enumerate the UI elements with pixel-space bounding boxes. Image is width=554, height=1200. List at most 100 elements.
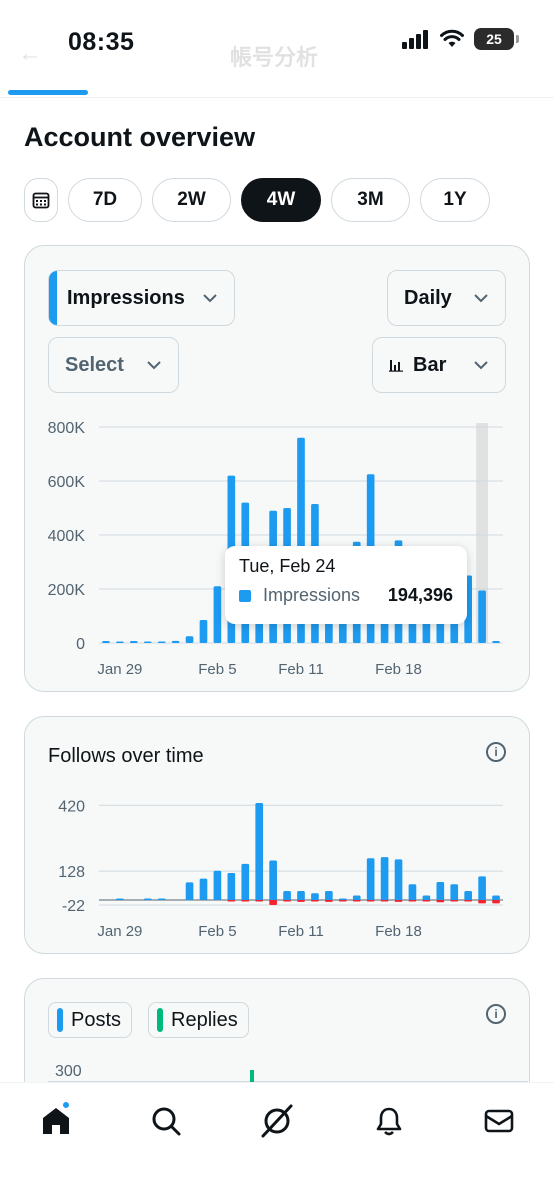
metric-select[interactable]: Impressions [48, 270, 235, 326]
y-tick-label: 800K [48, 420, 86, 437]
follows-loss-bar [408, 900, 417, 902]
follows-loss-bar [366, 900, 375, 902]
chevron-down-icon [202, 293, 218, 303]
legend-replies[interactable]: Replies [148, 1002, 249, 1038]
replies-color-bar [157, 1008, 163, 1032]
signal-icon [402, 30, 428, 49]
legend-replies-label: Replies [171, 1008, 238, 1031]
follows-loss-bar [325, 900, 333, 902]
follows-gain-bar [380, 857, 389, 901]
tooltip-series: Impressions [263, 585, 361, 605]
follows-loss-bar [255, 900, 264, 902]
search-icon [152, 1107, 181, 1136]
follows-gain-bar [478, 876, 486, 901]
chart-type-select[interactable]: Bar [372, 337, 506, 393]
follows-gain-bar [157, 898, 166, 901]
info-icon[interactable]: i [486, 1004, 506, 1024]
tab-indicator [8, 90, 88, 95]
nav-home[interactable] [36, 1101, 76, 1141]
notifications-icon [376, 1107, 402, 1136]
follows-gain-bar [143, 898, 152, 901]
follows-loss-bar [269, 900, 277, 905]
follows-loss-bar [478, 900, 486, 904]
follows-gain-bar [464, 891, 473, 901]
back-arrow-icon[interactable]: ← [18, 40, 42, 67]
follows-gain-bar [450, 884, 459, 901]
impressions-bar [185, 636, 194, 643]
gridline [48, 1081, 528, 1082]
y-tick-label: 600K [48, 474, 86, 491]
grok-icon [261, 1104, 293, 1138]
tooltip-swatch [239, 589, 251, 602]
posts-color-bar [57, 1008, 63, 1032]
follows-gain-bar [255, 803, 264, 901]
follows-loss-bar [492, 900, 500, 904]
compare-select-label: Select [65, 353, 124, 376]
follows-gain-bar [199, 878, 208, 901]
follows-gain-bar [366, 858, 375, 901]
x-tick-label: Feb 11 [278, 923, 324, 940]
follows-gain-bar [422, 895, 431, 901]
calendar-icon [32, 192, 50, 209]
range-7d-button[interactable]: 7D [68, 178, 142, 222]
follows-gain-bar [394, 859, 403, 901]
follows-gain-bar [297, 891, 305, 901]
legend-posts-label: Posts [71, 1008, 122, 1031]
chart-type-select-label: Bar [413, 353, 447, 376]
impressions-bar [143, 641, 152, 643]
interval-select[interactable]: Daily [387, 270, 506, 326]
nav-search[interactable] [146, 1101, 186, 1141]
follows-loss-bar [450, 900, 459, 902]
y-tick-label: 0 [76, 636, 85, 653]
x-tick-label: Jan 29 [97, 923, 142, 940]
info-icon[interactable]: i [486, 742, 506, 762]
nav-messages[interactable] [479, 1101, 519, 1141]
x-tick-label: Feb 5 [198, 661, 236, 678]
follows-loss-bar [464, 900, 473, 902]
calendar-button[interactable] [24, 178, 58, 222]
follows-gain-bar [283, 891, 291, 901]
chevron-down-icon [473, 360, 489, 370]
battery-icon: 25 [474, 28, 519, 50]
follows-loss-bar [436, 900, 445, 903]
wifi-icon [440, 29, 464, 47]
x-tick-label: Feb 18 [375, 923, 422, 940]
range-1y-button[interactable]: 1Y [420, 178, 490, 222]
follows-loss-bar [297, 900, 305, 902]
divider [0, 97, 554, 98]
follows-loss-bar [241, 900, 250, 902]
follows-loss-bar [422, 900, 431, 902]
status-bar: 08:35 25 [0, 0, 554, 90]
nav-notifications[interactable] [369, 1101, 409, 1141]
range-3m-button[interactable]: 3M [331, 178, 410, 222]
y-tick-label: -22 [62, 898, 85, 915]
y-tick-label: 400K [48, 528, 86, 545]
range-4w-button[interactable]: 4W [241, 178, 321, 222]
chart-tooltip: Tue, Feb 24 Impressions 194,396 [225, 546, 467, 624]
follows-gain-bar [338, 898, 347, 901]
follows-chart[interactable]: -22 128 420 Jan 29 Feb 5 Feb 11 Feb 18 [25, 787, 530, 947]
impressions-bar [116, 641, 124, 643]
legend-posts[interactable]: Posts [48, 1002, 133, 1038]
impressions-bar [478, 590, 486, 643]
compare-select[interactable]: Select [48, 337, 179, 393]
range-selector: 7D 2W 4W 3M 1Y [24, 178, 490, 222]
range-2w-button[interactable]: 2W [152, 178, 231, 222]
follows-gain-bar [436, 881, 445, 901]
status-icons: 25 [402, 28, 519, 50]
status-time: 08:35 [68, 28, 135, 56]
tooltip-date: Tue, Feb 24 [239, 556, 336, 576]
chevron-down-icon [473, 293, 489, 303]
follows-card: Follows over time i -22 128 420 Jan 29 Feb 5… [24, 716, 530, 954]
x-tick-label: Feb 18 [375, 661, 422, 678]
y-tick-label: 420 [58, 798, 85, 815]
nav-grok[interactable] [257, 1101, 297, 1141]
follows-gain-bar [352, 895, 361, 901]
follows-gain-bar [325, 891, 333, 901]
metric-select-label: Impressions [67, 286, 185, 309]
header-bar: ← 帳号分析 [0, 38, 554, 70]
impressions-bar [157, 641, 166, 643]
interval-select-label: Daily [404, 286, 452, 309]
y-tick-label: 200K [48, 582, 86, 599]
messages-icon [484, 1109, 514, 1133]
